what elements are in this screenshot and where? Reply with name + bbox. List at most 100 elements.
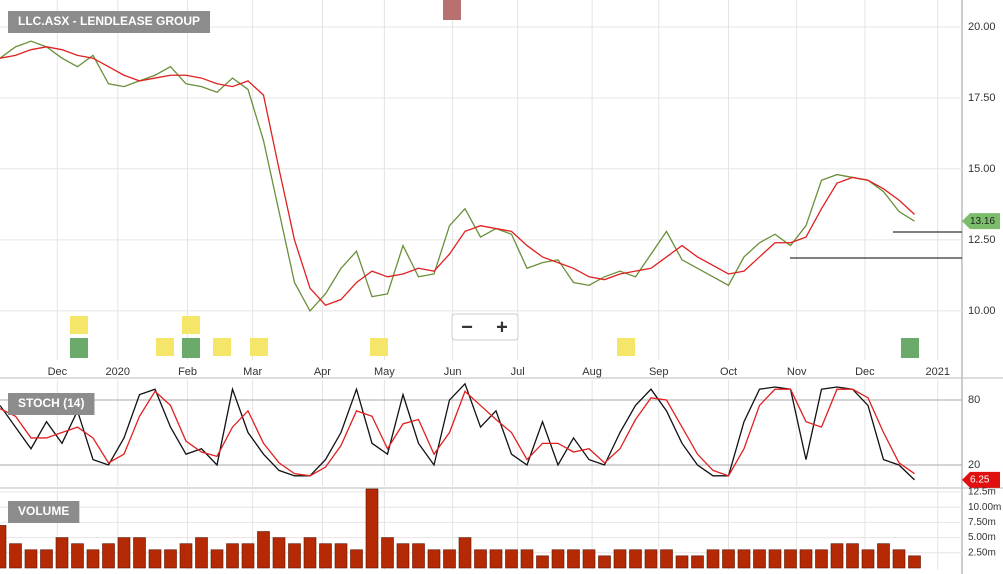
x-tick-label: Jun: [444, 366, 462, 378]
volume-bar: [458, 537, 472, 569]
volume-bar: [489, 549, 503, 569]
x-tick-label: Mar: [243, 366, 262, 378]
series-line: [0, 382, 915, 481]
volume-bar: [768, 549, 782, 569]
y-tick-label: 20.00: [968, 21, 996, 33]
volume-bar: [753, 549, 766, 569]
x-tick-label: Oct: [720, 366, 737, 378]
series-line: [0, 46, 915, 306]
volume-bar: [40, 549, 53, 569]
volume-bar: [133, 537, 146, 569]
y-tick-label: 10.00: [968, 305, 996, 317]
panel-title: LLC.ASX - LENDLEASE GROUP: [18, 14, 200, 28]
panel-title-box: [8, 501, 80, 523]
volume-bar: [830, 543, 844, 569]
volume-bar: [892, 549, 906, 569]
volume-bar: [412, 543, 425, 569]
volume-bar: [427, 549, 441, 569]
zoom-out[interactable]: −: [461, 316, 473, 338]
volume-bar: [195, 537, 208, 569]
panel-title-box: [8, 393, 95, 415]
y-tick-label: 20: [968, 459, 980, 471]
y-tick-label: 5.00m: [968, 532, 996, 543]
volume-bar: [24, 549, 38, 569]
volume-bar: [861, 549, 875, 569]
y-tick-label: 80: [968, 394, 980, 406]
x-tick-label: Nov: [787, 366, 807, 378]
volume-bar: [877, 543, 890, 569]
x-tick-label: Aug: [582, 366, 602, 378]
volume-bar: [613, 549, 627, 569]
zoom-in[interactable]: +: [496, 316, 508, 338]
volume-bar: [55, 537, 69, 569]
volume-bar: [381, 537, 394, 569]
x-tick-label: 2021: [926, 366, 950, 378]
volume-bar: [520, 549, 534, 569]
x-tick-label: Apr: [314, 366, 331, 378]
volume-bar: [148, 549, 162, 569]
last-value-label: 6.25: [970, 475, 990, 486]
last-value-label: 13.16: [970, 216, 995, 227]
volume-bar: [210, 549, 224, 569]
y-tick-label: 12.50: [968, 234, 996, 246]
volume-bar: [179, 543, 193, 569]
volume-bar: [102, 543, 115, 569]
last-value-badge: [962, 213, 1000, 230]
volume-bar: [536, 555, 549, 569]
y-tick-label: 2.50m: [968, 547, 996, 558]
volume-bar: [226, 543, 239, 569]
volume-bar: [272, 537, 286, 569]
y-tick-label: 12.5m: [968, 487, 996, 498]
volume-bar: [598, 555, 611, 569]
volume-bar: [505, 549, 518, 569]
event-marker[interactable]: [443, 0, 461, 20]
volume-bar: [288, 543, 301, 569]
zoom-control[interactable]: [451, 313, 519, 341]
volume-bar: [815, 549, 828, 569]
volume-bar: [396, 543, 410, 569]
volume-bar: [644, 549, 658, 569]
event-marker[interactable]: [182, 338, 200, 358]
volume-bar: [257, 531, 270, 569]
volume-bar: [350, 549, 363, 569]
volume-bar: [567, 549, 580, 569]
volume-bar: [164, 549, 177, 569]
volume-bar: [319, 543, 332, 569]
x-tick-label: May: [374, 366, 395, 378]
volume-bar: [551, 549, 565, 569]
volume-bar: [737, 549, 751, 569]
volume-bar: [784, 549, 797, 569]
last-value-badge: [962, 471, 1000, 488]
series-line: [0, 40, 915, 312]
event-marker[interactable]: [901, 338, 919, 358]
x-tick-label: Jul: [511, 366, 525, 378]
event-marker[interactable]: [70, 338, 88, 358]
volume-bar: [660, 549, 673, 569]
x-tick-label: 2020: [106, 366, 130, 378]
volume-bar: [675, 555, 689, 569]
volume-bar: [846, 543, 859, 569]
y-tick-label: 10.00m: [968, 502, 1001, 513]
volume-bar: [582, 549, 596, 569]
note-icons: [70, 316, 635, 356]
volume-bar: [86, 549, 100, 569]
volume-bar: [365, 488, 379, 569]
volume-bar: [908, 555, 921, 569]
volume-bar: [303, 537, 317, 569]
volume-bar: [0, 525, 7, 569]
volume-bar: [9, 543, 22, 569]
volume-bar: [117, 537, 131, 569]
x-tick-label: Dec: [48, 366, 68, 378]
volume-bar: [799, 549, 813, 569]
volume-bar: [474, 549, 487, 569]
volume-bar: [71, 543, 84, 569]
y-tick-label: 7.50m: [968, 517, 996, 528]
volume-bar: [241, 543, 255, 569]
volume-bar: [691, 555, 704, 569]
x-tick-label: Sep: [649, 366, 669, 378]
volume-bar: [443, 549, 456, 569]
volume-bar: [722, 549, 735, 569]
